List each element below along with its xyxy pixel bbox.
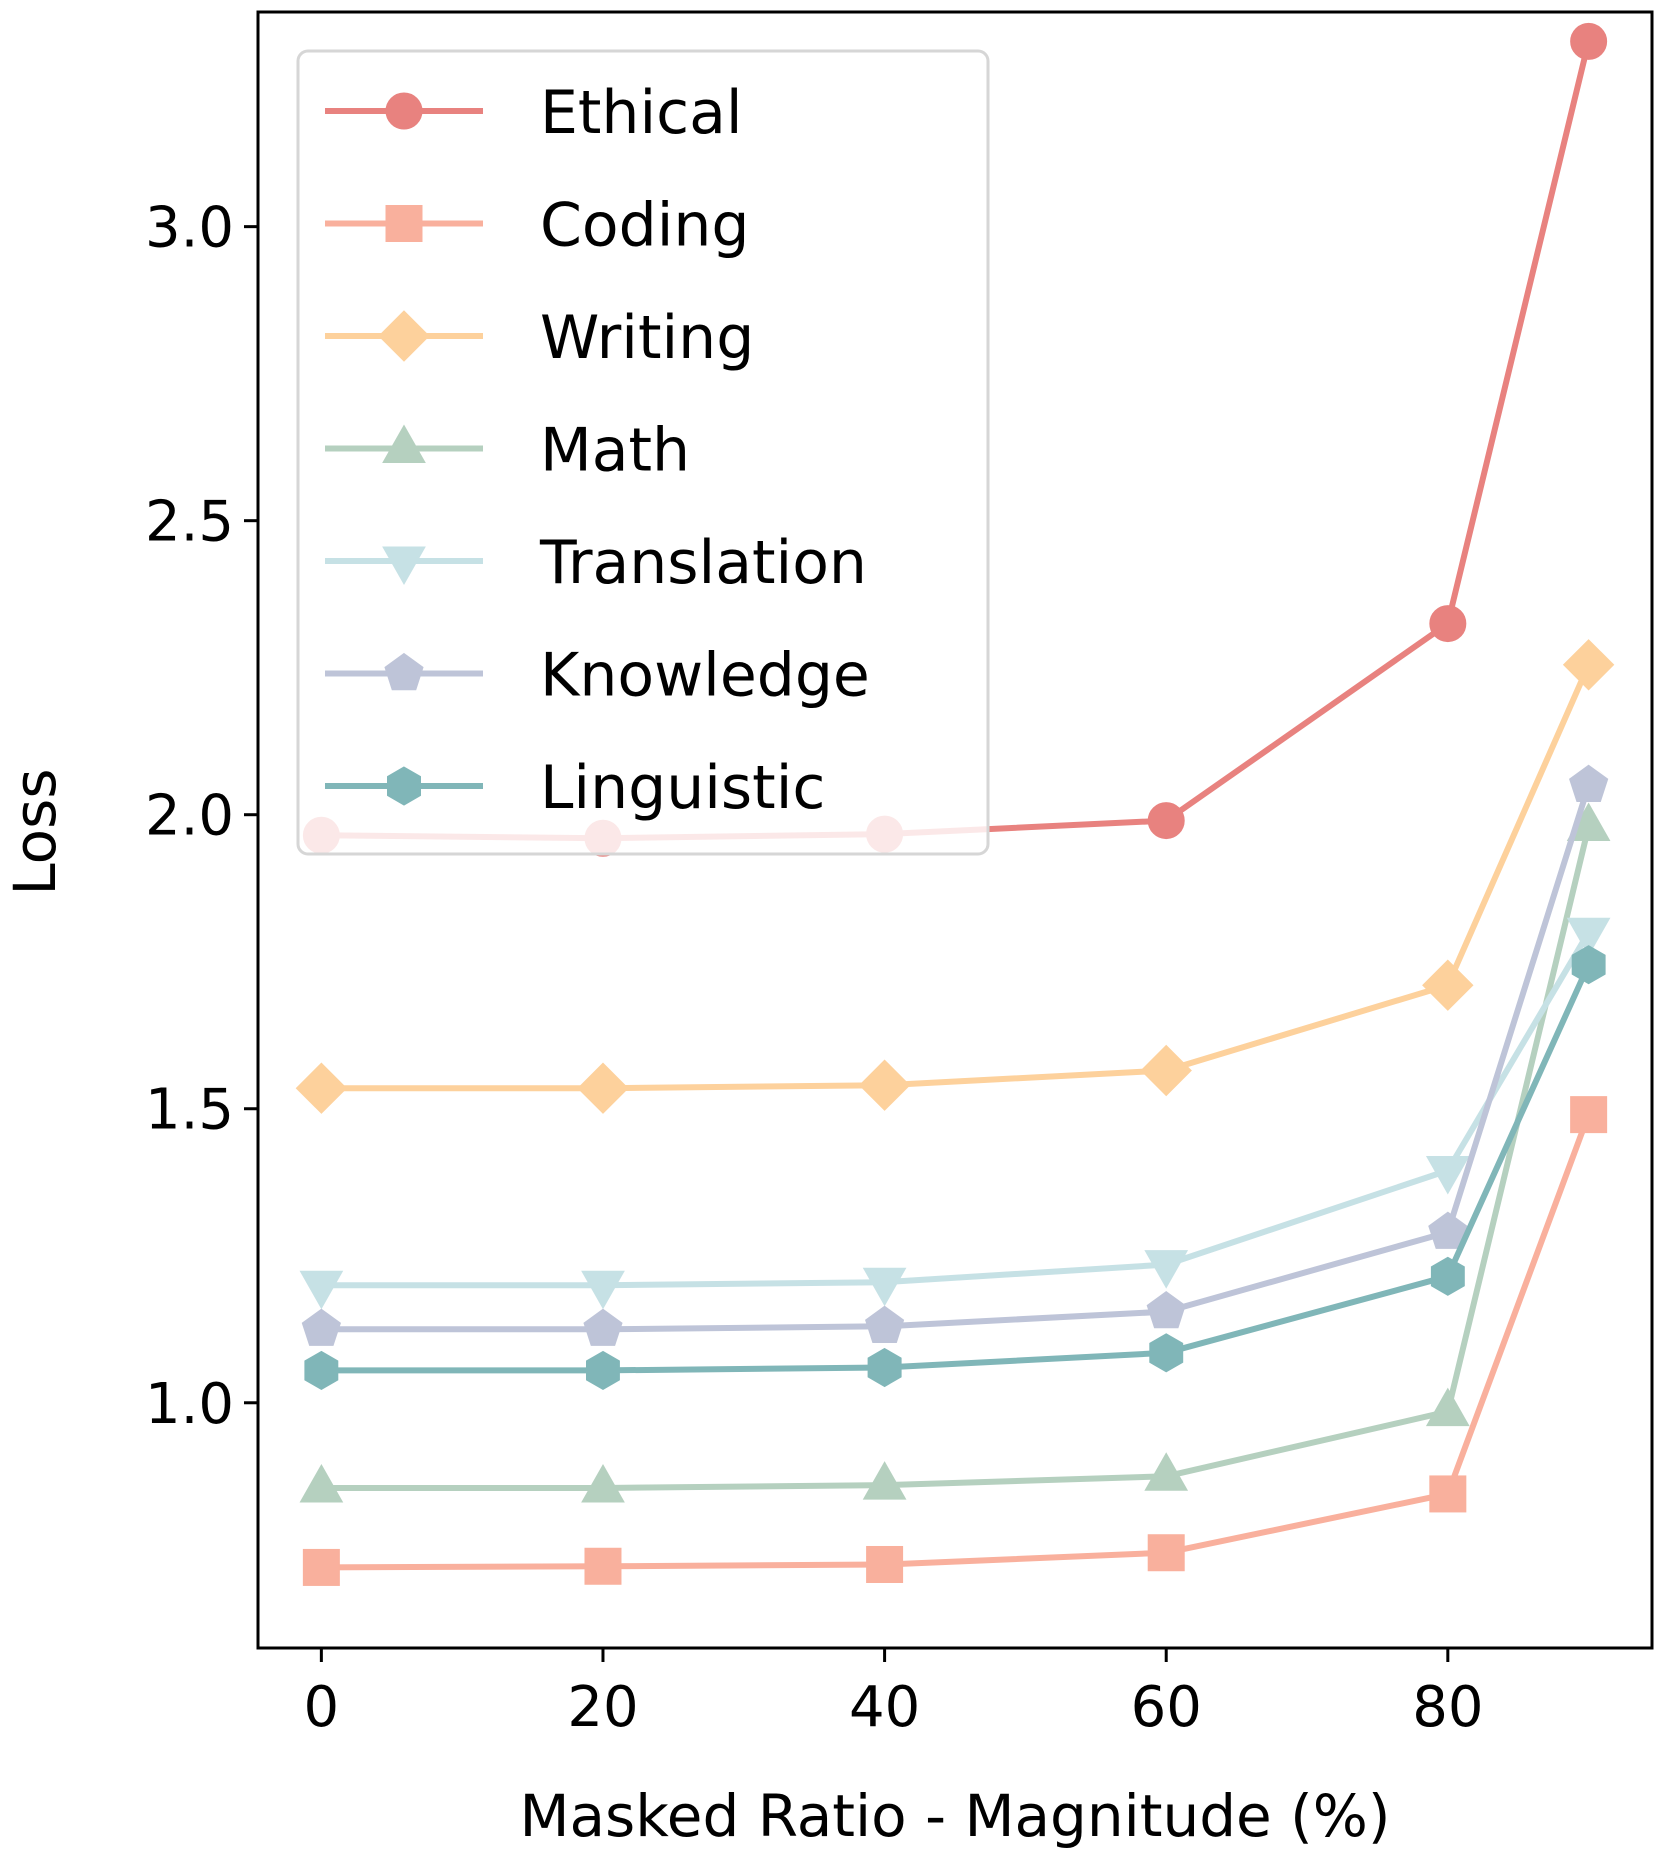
series-line-writing <box>321 663 1592 1092</box>
data-point-knowledge-40 <box>865 1305 905 1343</box>
data-point-knowledge-90 <box>1569 764 1609 802</box>
data-point-coding-80 <box>1429 1475 1467 1513</box>
series-writing <box>295 639 1615 1114</box>
data-point-translation-80 <box>1425 1156 1470 1195</box>
legend-marker-writing <box>378 310 430 362</box>
legend-marker-coding <box>385 205 423 242</box>
series-line-translation <box>321 930 1592 1289</box>
legend-item-translation: Translation <box>325 528 867 598</box>
data-point-linguistic-80 <box>1430 1256 1465 1296</box>
data-point-coding-20 <box>584 1547 622 1585</box>
data-point-writing-20 <box>577 1062 629 1114</box>
data-point-math-0 <box>299 1463 344 1503</box>
data-point-knowledge-0 <box>301 1308 341 1346</box>
data-point-math-40 <box>862 1461 907 1500</box>
series-line-knowledge <box>321 784 1592 1333</box>
legend-box <box>296 49 990 856</box>
x-tick-label: 20 <box>567 1675 638 1740</box>
data-point-translation-0 <box>299 1270 344 1310</box>
legend-label-knowledge: Knowledge <box>540 641 870 711</box>
legend-label-translation: Translation <box>539 528 867 598</box>
series-knowledge <box>301 764 1609 1346</box>
legend-marker-ethical <box>385 92 423 130</box>
data-point-coding-40 <box>866 1545 904 1583</box>
series-math <box>299 802 1611 1503</box>
data-point-ethical-60 <box>1147 802 1185 840</box>
legend-marker-math <box>382 424 426 463</box>
legend-item-linguistic: Linguistic <box>325 753 825 823</box>
legend-marker-translation <box>382 546 426 586</box>
series-line-coding <box>321 1113 1592 1571</box>
data-point-translation-60 <box>1144 1250 1189 1289</box>
legend-label-linguistic: Linguistic <box>540 753 825 823</box>
x-axis-title: Masked Ratio - Magnitude (%) <box>519 1782 1390 1850</box>
data-point-writing-40 <box>858 1059 911 1111</box>
legend-marker-linguistic <box>387 766 421 806</box>
legend-label-writing: Writing <box>540 303 754 373</box>
data-point-knowledge-60 <box>1146 1290 1186 1329</box>
data-point-knowledge-20 <box>583 1308 623 1346</box>
x-tick-label: 80 <box>1412 1675 1483 1740</box>
data-point-translation-40 <box>862 1267 907 1307</box>
x-tick-label: 60 <box>1131 1675 1202 1740</box>
data-point-ethical-80 <box>1429 605 1467 643</box>
data-point-math-60 <box>1144 1452 1189 1491</box>
data-point-coding-0 <box>302 1548 340 1586</box>
x-tick-label: 0 <box>304 1675 340 1740</box>
series-coding <box>302 1096 1608 1586</box>
y-axis-title: Loss <box>1 768 69 895</box>
series-line-math <box>321 825 1592 1491</box>
legend-item-writing: Writing <box>325 303 754 373</box>
data-point-knowledge-80 <box>1428 1211 1468 1249</box>
legend: Ethical Coding Writing Math Translation Knowl… <box>296 49 990 856</box>
y-tick-label: 1.5 <box>145 1078 234 1143</box>
series-linguistic <box>304 945 1606 1390</box>
plot-frame <box>256 10 1654 1650</box>
data-point-ethical-90 <box>1570 22 1608 60</box>
data-point-translation-90 <box>1566 917 1611 957</box>
y-tick-label: 2.0 <box>145 784 234 849</box>
data-point-math-20 <box>581 1463 625 1503</box>
data-point-linguistic-20 <box>586 1350 620 1390</box>
legend-label-coding: Coding <box>540 191 749 261</box>
y-tick-label: 2.5 <box>145 490 234 555</box>
legend-label-ethical: Ethical <box>540 78 743 148</box>
y-tick-label: 3.0 <box>145 196 234 261</box>
data-point-writing-0 <box>295 1062 348 1114</box>
legend-item-math: Math <box>325 416 690 486</box>
data-point-coding-90 <box>1570 1096 1608 1134</box>
data-point-linguistic-40 <box>867 1347 902 1388</box>
data-point-translation-20 <box>581 1270 625 1310</box>
data-point-writing-90 <box>1562 639 1615 691</box>
data-point-writing-60 <box>1140 1044 1192 1097</box>
ticks-layer: 0 20 40 60 80 1.0 1.5 2.0 2.5 3.0 <box>145 196 1484 1740</box>
series-line-linguistic <box>321 963 1592 1374</box>
legend-item-knowledge: Knowledge <box>325 641 870 711</box>
legend-item-coding: Coding <box>325 191 749 261</box>
data-point-linguistic-90 <box>1571 945 1606 985</box>
data-point-math-80 <box>1425 1387 1470 1427</box>
legend-marker-knowledge <box>384 652 424 691</box>
y-tick-label: 1.0 <box>145 1372 234 1437</box>
data-point-linguistic-60 <box>1149 1333 1184 1373</box>
data-point-linguistic-0 <box>304 1350 339 1390</box>
data-point-writing-80 <box>1422 959 1474 1011</box>
legend-label-math: Math <box>540 416 690 486</box>
data-point-coding-60 <box>1147 1534 1185 1572</box>
legend-item-ethical: Ethical <box>325 78 743 148</box>
series-translation <box>299 917 1611 1310</box>
x-tick-label: 40 <box>849 1675 920 1740</box>
